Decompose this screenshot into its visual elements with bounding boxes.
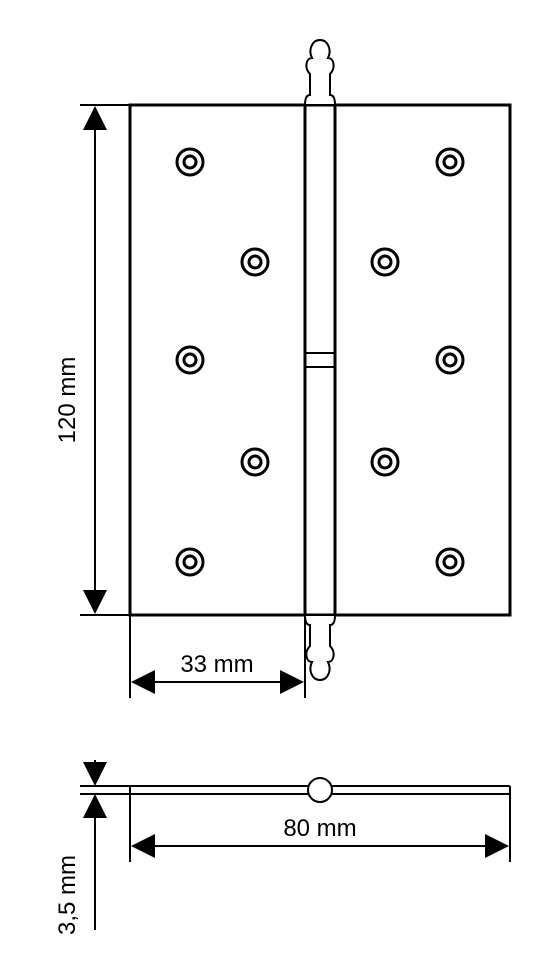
dimension-width: 80 mm [130,794,510,862]
finial-top [305,40,335,105]
hinge-front-view [130,40,510,680]
screw-hole-inner [184,354,196,366]
screw-hole-outer [437,347,463,373]
thickness-label: 3,5 mm [54,855,81,935]
dimension-thickness: 3,5 mm [54,760,130,935]
hinge-knuckle [305,105,335,615]
screw-hole-inner [249,456,261,468]
screw-hole-inner [444,156,456,168]
screw-hole-inner [184,156,196,168]
screw-hole-outer [437,149,463,175]
leaf-half-label: 33 mm [180,651,253,678]
screw-hole-outer [242,449,268,475]
screw-hole-inner [249,256,261,268]
screw-hole-inner [444,556,456,568]
width-label: 80 mm [283,815,356,842]
dimension-leaf-half: 33 mm [130,615,305,698]
screw-hole-outer [177,347,203,373]
screw-hole-inner [379,456,391,468]
dimension-height: 120 mm [54,105,130,615]
height-label: 120 mm [54,357,81,444]
screw-hole-outer [372,449,398,475]
screw-hole-outer [372,249,398,275]
screw-hole-inner [379,256,391,268]
screw-hole-outer [437,549,463,575]
knuckle-side [308,778,332,802]
finial-bottom [305,615,335,680]
screw-hole-outer [242,249,268,275]
screw-hole-outer [177,149,203,175]
screw-hole-inner [444,354,456,366]
screw-hole-inner [184,556,196,568]
screw-hole-outer [177,549,203,575]
hinge-side-view [130,778,510,802]
